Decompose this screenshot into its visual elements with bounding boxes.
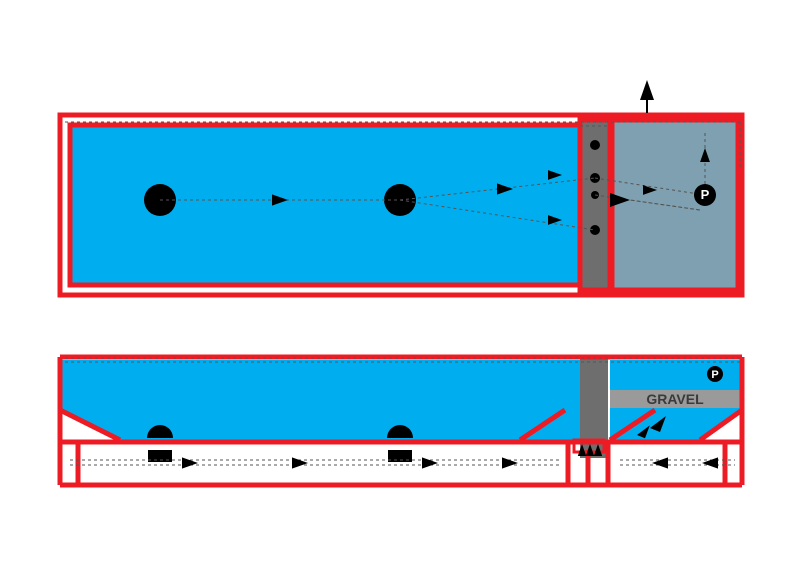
flow-arrow [652, 457, 668, 468]
side-pool-water [60, 360, 580, 440]
flow-arrow [182, 457, 198, 468]
flow-arrow [640, 80, 654, 100]
flow-arrow [292, 457, 308, 468]
side-pump-label: P [711, 369, 718, 381]
side-gravel-label: GRAVEL [646, 391, 704, 407]
flow-arrow [702, 457, 718, 468]
flow-arrow [502, 457, 518, 468]
top-div-port-0 [590, 140, 600, 150]
top-div-port-3 [590, 225, 600, 235]
top-pump-label: P [701, 187, 710, 202]
top-filter-chamber [612, 120, 738, 290]
flow-arrow [422, 457, 438, 468]
